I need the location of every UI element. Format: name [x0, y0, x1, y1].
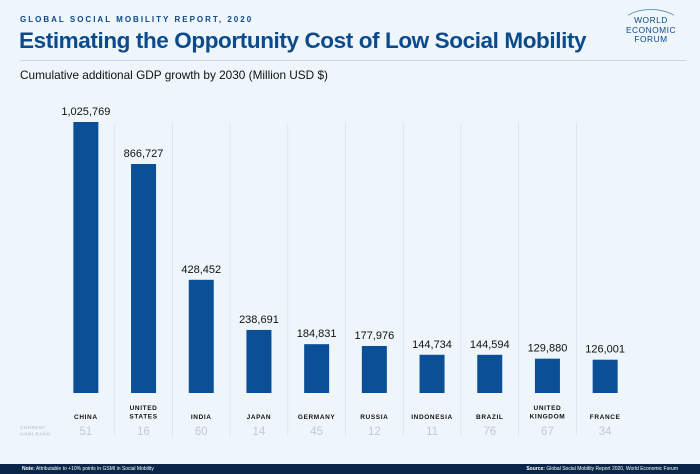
- value-label: 428,452: [181, 264, 221, 276]
- value-label: 129,880: [528, 343, 568, 355]
- column-dividers: [114, 123, 577, 436]
- rank-value: 67: [541, 426, 554, 438]
- category-label: STATES: [129, 414, 157, 421]
- rank-axis-title-line: GSMI RANK: [20, 432, 51, 437]
- report-kicker: GLOBAL SOCIAL MOBILITY REPORT, 2020: [20, 15, 254, 24]
- category-labels: CHINA UNITED STATES INDIA JAPAN GERMANY RUSSIA…: [74, 405, 620, 421]
- bar: [131, 164, 157, 393]
- value-label: 184,831: [297, 328, 337, 340]
- category-label: GERMANY: [298, 414, 335, 421]
- category-label: INDIA: [191, 414, 212, 421]
- header-divider: [20, 60, 686, 61]
- value-label: 866,727: [124, 148, 164, 160]
- rank-value: 12: [368, 426, 381, 438]
- rank-value: 60: [195, 426, 208, 438]
- bars: [73, 122, 618, 393]
- bar-chart: 1,025,769 866,727 428,452 238,691 184,831 177…: [20, 106, 625, 438]
- category-label: CHINA: [74, 414, 98, 421]
- footer: Note: Attributable to +10% points in GSM…: [0, 464, 700, 474]
- value-label: 144,734: [412, 339, 452, 351]
- page-title: Estimating the Opportunity Cost of Low S…: [19, 28, 587, 53]
- rank-value: 16: [137, 426, 150, 438]
- bar: [477, 354, 503, 393]
- value-label: 1,025,769: [61, 106, 110, 118]
- rank-value: 11: [426, 426, 438, 438]
- value-label: 144,594: [470, 339, 510, 351]
- logo-line-3: FORUM: [634, 34, 668, 45]
- bar: [419, 354, 445, 393]
- value-label: 126,001: [585, 344, 625, 356]
- footer-source: Source: Global Social Mobility Report 20…: [526, 466, 678, 472]
- note-text: Attributable to +10% points in GSMI in S…: [35, 466, 154, 472]
- category-label: FRANCE: [590, 414, 621, 421]
- value-labels: 1,025,769 866,727 428,452 238,691 184,831 177…: [61, 106, 625, 356]
- chart-subtitle: Cumulative additional GDP growth by 2030…: [20, 68, 328, 82]
- value-label: 238,691: [239, 314, 279, 326]
- logo-arc: [622, 9, 680, 39]
- bar: [534, 358, 560, 393]
- bar: [246, 329, 272, 393]
- rank-axis-title-line: CURRENT: [20, 425, 46, 430]
- bar: [304, 344, 330, 393]
- footer-note: Note: Attributable to +10% points in GSM…: [22, 466, 154, 472]
- category-label: INDONESIA: [411, 414, 453, 421]
- category-label: BRAZIL: [476, 414, 503, 421]
- bar: [188, 279, 214, 393]
- rank-axis-title: CURRENT GSMI RANK: [20, 425, 51, 437]
- note-label: Note:: [22, 466, 35, 472]
- rank-value: 34: [599, 426, 612, 438]
- rank-labels: 51 16 60 14 45 12 11 76 67 34: [79, 426, 612, 438]
- wef-logo: WORLD ECONOMIC FORUM: [616, 9, 686, 45]
- bar: [592, 359, 618, 393]
- rank-value: 76: [483, 426, 496, 438]
- rank-value: 14: [253, 426, 266, 438]
- category-label: UNITED: [130, 405, 158, 412]
- value-label: 177,976: [354, 330, 394, 342]
- category-label: JAPAN: [247, 414, 272, 421]
- category-label: UNITED: [534, 405, 562, 412]
- bar: [361, 345, 387, 393]
- source-text: Global Social Mobility Report 2020, Worl…: [546, 466, 678, 472]
- source-label: Source:: [526, 466, 545, 472]
- category-label: KINGDOM: [530, 414, 566, 421]
- rank-value: 45: [310, 426, 323, 438]
- rank-value: 51: [79, 426, 92, 438]
- category-label: RUSSIA: [360, 414, 388, 421]
- bar: [73, 122, 99, 393]
